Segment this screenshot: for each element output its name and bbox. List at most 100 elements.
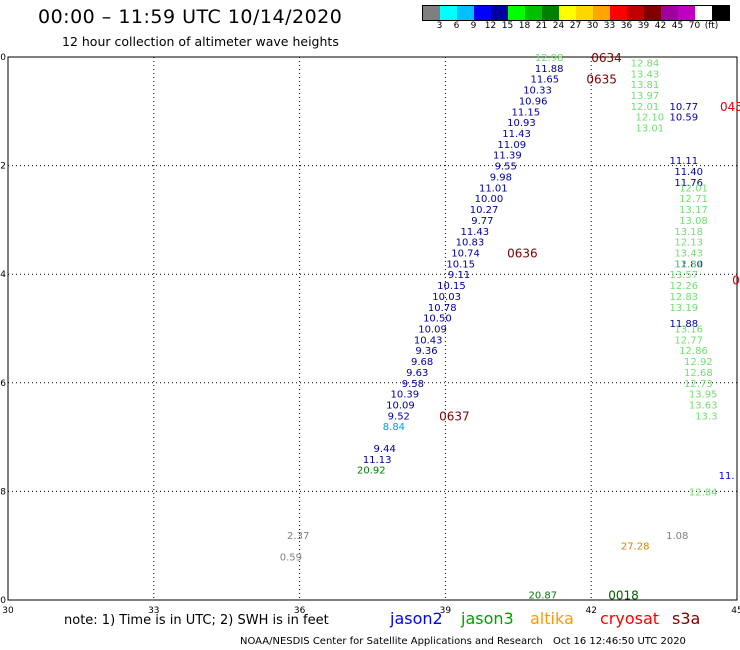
colorbar-label: 30 (586, 21, 599, 31)
wave-height-label: 11.09 (497, 140, 526, 151)
wave-height-label: 13.01 (635, 124, 664, 135)
wave-height-label: 11.40 (674, 167, 703, 178)
colorbar-label: 42 (654, 21, 667, 31)
wave-height-label: 9.55 (495, 162, 517, 173)
legend-s3a: s3a (672, 609, 701, 628)
wave-height-label: 10.93 (507, 118, 536, 129)
colorbar-swatch (559, 6, 576, 20)
y-tick-label: -58 (0, 487, 6, 497)
wave-height-label: 9.98 (490, 172, 512, 183)
wave-height-label: 1.08 (666, 531, 688, 542)
plot-frame (7, 56, 738, 601)
wave-height-label: 9.68 (411, 357, 433, 368)
pass-time-label: 0018 (608, 589, 639, 603)
wave-height-label: 12.01 (631, 102, 660, 113)
legend-altika: altika (530, 609, 574, 628)
pass-time-label: 0636 (507, 246, 538, 260)
colorbar-label: 27 (569, 21, 582, 31)
wave-height-label: 10.77 (669, 102, 698, 113)
wave-height-label: 12.68 (684, 368, 713, 379)
wave-height-label: 11.65 (530, 75, 559, 86)
y-tick-label: -52 (0, 162, 6, 172)
colorbar-swatch (542, 6, 559, 20)
legend-jason3: jason3 (461, 609, 514, 628)
wave-height-label: 12.98 (535, 53, 564, 64)
pass-time-label: 0637 (439, 409, 470, 423)
wave-height-label: 13.57 (669, 270, 698, 281)
wave-height-label: 20.87 (529, 591, 558, 602)
wave-height-label: 10.09 (386, 401, 415, 412)
wave-height-label: 12.83 (669, 292, 698, 303)
legend-cryosat: cryosat (600, 609, 660, 628)
wave-height-label: 9.44 (374, 444, 396, 455)
wave-height-label: 13.19 (669, 303, 698, 314)
colorbar-label: 12 (484, 21, 497, 31)
wave-height-label: 12.10 (635, 113, 664, 124)
colorbar-swatch (474, 6, 491, 20)
wave-height-label: 13.81 (631, 80, 660, 91)
pass-time-label: 0635 (586, 73, 617, 87)
wave-height-label: 11.43 (460, 227, 489, 238)
wave-height-label: 11.13 (363, 455, 392, 466)
y-tick-label: -56 (0, 379, 6, 389)
colorbar-label: 21 (535, 21, 548, 31)
wave-height-label: 13.43 (674, 248, 703, 259)
wave-height-label: 12.84 (631, 58, 660, 69)
wave-height-label: 11.80 (674, 259, 703, 270)
wave-height-label: 11.15 (512, 107, 541, 118)
colorbar-swatch (610, 6, 627, 20)
x-tick-label: 45 (731, 606, 740, 616)
wave-height-label: 27.28 (621, 542, 650, 553)
wave-height-label: 10.50 (423, 314, 452, 325)
wave-height-label: 10.96 (519, 96, 548, 107)
wave-height-label: 12.73 (684, 379, 713, 390)
wave-height-label: 9.63 (406, 368, 428, 379)
wave-height-label: 10.43 (414, 335, 443, 346)
y-tick-label: -50 (0, 53, 6, 63)
wave-height-label: 13.08 (679, 216, 708, 227)
wave-height-label: 9.58 (402, 379, 424, 390)
colorbar-label: (ft) (704, 21, 719, 31)
colorbar-swatch (491, 6, 508, 20)
legend-jason2: jason2 (390, 609, 443, 628)
colorbar-label: 45 (671, 21, 684, 31)
wave-height-label: 12.92 (684, 357, 713, 368)
colorbar-swatch (661, 6, 678, 20)
colorbar-swatch (627, 6, 644, 20)
wave-height-label: 10.39 (391, 390, 420, 401)
wave-height-label: 10.83 (456, 238, 485, 249)
wave-height-label: 10.03 (432, 292, 461, 303)
wave-height-label: 9.52 (388, 411, 410, 422)
wave-height-label: 8.84 (383, 422, 405, 433)
wave-height-label: 13.3 (695, 411, 717, 422)
wave-height-label: 10.27 (470, 205, 499, 216)
colorbar-label: 33 (603, 21, 616, 31)
wave-height-label: 12.13 (674, 238, 703, 249)
colorbar-swatch (525, 6, 542, 20)
wave-height-label: 13.43 (631, 69, 660, 80)
colorbar-label: 36 (620, 21, 633, 31)
colorbar-swatch (440, 6, 457, 20)
y-tick-label: -60 (0, 596, 6, 606)
colorbar-label: 15 (501, 21, 514, 31)
colorbar-label: 3 (436, 21, 443, 31)
wave-height-label: 11.01 (479, 183, 508, 194)
colorbar-label: 9 (470, 21, 477, 31)
wave-height-label: 9.77 (471, 216, 493, 227)
page-title: 00:00 – 11:59 UTC 10/14/2020 (38, 6, 343, 28)
colorbar-label: 39 (637, 21, 650, 31)
colorbar-swatch (695, 6, 712, 20)
wave-height-label: 12.86 (679, 346, 708, 357)
wave-height-label: 10.78 (428, 303, 457, 314)
footer-credit: NOAA/NESDIS Center for Satellite Applica… (240, 636, 543, 647)
wave-height-label: 13.97 (631, 91, 660, 102)
wave-height-label: 2.37 (287, 531, 309, 542)
wave-height-label: 13.17 (679, 205, 708, 216)
page-subtitle: 12 hour collection of altimeter wave hei… (62, 34, 339, 49)
wave-height-label: 9.36 (415, 346, 437, 357)
x-tick-label: 42 (585, 606, 596, 616)
colorbar-label: 18 (518, 21, 531, 31)
wave-height-label: 11.39 (493, 151, 522, 162)
